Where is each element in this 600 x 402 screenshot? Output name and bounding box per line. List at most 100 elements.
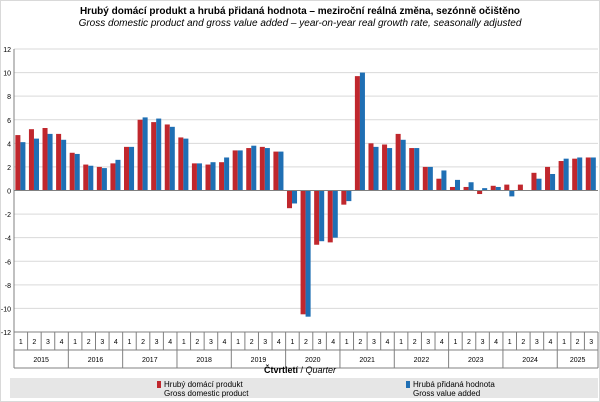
quarter-label: 2 [576, 339, 580, 346]
quarter-label: 1 [19, 339, 23, 346]
y-tick-label: 8 [7, 94, 11, 101]
bar-gdp [558, 161, 564, 191]
bar-gva [47, 133, 53, 191]
quarter-label: 1 [236, 339, 240, 346]
bar-gdp [449, 186, 455, 191]
bar-gdp [477, 190, 483, 195]
quarter-label: 4 [114, 339, 118, 346]
quarter-label: 1 [73, 339, 77, 346]
legend-swatch-gdp [157, 381, 161, 388]
y-tick-label: 0 [7, 189, 11, 196]
bar-gva [115, 159, 121, 191]
quarter-label: 1 [182, 339, 186, 346]
y-tick-label: 2 [7, 165, 11, 172]
bar-gdp [463, 186, 469, 191]
quarter-label: 2 [467, 339, 471, 346]
year-label: 2019 [251, 357, 267, 364]
legend-label-gva-en: Gross value added [413, 389, 481, 398]
bar-gva [169, 126, 175, 191]
bar-gdp [164, 124, 170, 191]
bar-gva [210, 162, 216, 191]
bar-gdp [137, 119, 143, 191]
bar-gva [264, 148, 270, 191]
bar-gva [536, 178, 542, 191]
year-label: 2016 [88, 357, 104, 364]
bar-gdp [273, 151, 279, 191]
bar-gva [319, 190, 325, 242]
bar-gdp [178, 137, 184, 191]
bar-gva [482, 188, 488, 191]
quarter-label: 4 [494, 339, 498, 346]
year-label: 2015 [33, 357, 49, 364]
bar-gdp [205, 164, 211, 191]
legend-label-gva-cz: Hrubá přidaná hodnota [413, 380, 495, 389]
bar-gdp [259, 146, 265, 191]
quarter-label: 3 [426, 339, 430, 346]
bar-gva [550, 173, 556, 191]
bar-gva [305, 190, 311, 317]
quarter-label: 3 [100, 339, 104, 346]
bar-gdp [246, 148, 252, 191]
quarter-label: 3 [318, 339, 322, 346]
bar-gva [196, 163, 202, 191]
quarter-label: 1 [290, 339, 294, 346]
bar-gdp [368, 143, 374, 191]
bar-gdp [151, 122, 157, 191]
x-axis-title-cz: Čtvrtletí [263, 365, 298, 375]
year-label: 2022 [414, 357, 430, 364]
bar-gva [332, 190, 338, 238]
bar-gva [224, 157, 230, 191]
bar-gdp [436, 178, 442, 191]
bar-gva [590, 157, 596, 191]
bar-gdp [585, 157, 591, 191]
bar-gva [441, 170, 447, 191]
year-label: 2025 [570, 357, 586, 364]
quarter-label: 4 [168, 339, 172, 346]
bar-gva [251, 145, 257, 191]
bar-gdp [300, 190, 306, 315]
quarter-label: 4 [440, 339, 444, 346]
quarter-label: 4 [386, 339, 390, 346]
bar-gdp [354, 76, 360, 191]
bar-gdp [490, 185, 496, 191]
chart-subtitle: Gross domestic product and gross value a… [78, 18, 522, 29]
quarter-label: 4 [331, 339, 335, 346]
bar-gva [33, 138, 39, 191]
quarter-label: 4 [549, 339, 553, 346]
y-tick-label: -10 [1, 306, 11, 313]
bar-gva [292, 190, 298, 204]
quarter-label: 3 [535, 339, 539, 346]
bar-gva [61, 139, 67, 191]
year-label: 2020 [305, 357, 321, 364]
y-tick-label: 4 [7, 141, 11, 148]
y-tick-label: -8 [5, 283, 11, 290]
x-axis-title-sep: / [297, 365, 306, 375]
bar-gdp [286, 190, 293, 209]
quarter-label: 1 [345, 339, 349, 346]
bar-gva [454, 179, 461, 191]
bar-gva [183, 138, 189, 191]
bar-gva [142, 117, 148, 191]
bar-gva [373, 146, 379, 191]
quarter-label: 3 [589, 339, 593, 346]
quarter-label: 2 [304, 339, 308, 346]
bar-gdp [314, 190, 320, 245]
chart-title: Hrubý domácí produkt a hrubá přidaná hod… [79, 6, 521, 17]
quarter-label: 3 [209, 339, 213, 346]
bar-gdp [42, 128, 48, 191]
legend-swatch-gva [406, 381, 410, 388]
bar-gdp [83, 164, 89, 191]
y-tick-label: 12 [3, 47, 11, 54]
bar-gdp [96, 166, 102, 191]
year-label: 2018 [196, 357, 212, 364]
quarter-label: 4 [223, 339, 227, 346]
quarter-label: 2 [358, 339, 362, 346]
y-tick-label: -2 [5, 212, 11, 219]
bar-gdp [327, 190, 333, 243]
bar-gva [427, 166, 433, 191]
bar-gva [509, 190, 515, 197]
bar-gva [346, 190, 352, 202]
bar-gdp [56, 133, 62, 191]
bar-gdp [69, 152, 75, 191]
